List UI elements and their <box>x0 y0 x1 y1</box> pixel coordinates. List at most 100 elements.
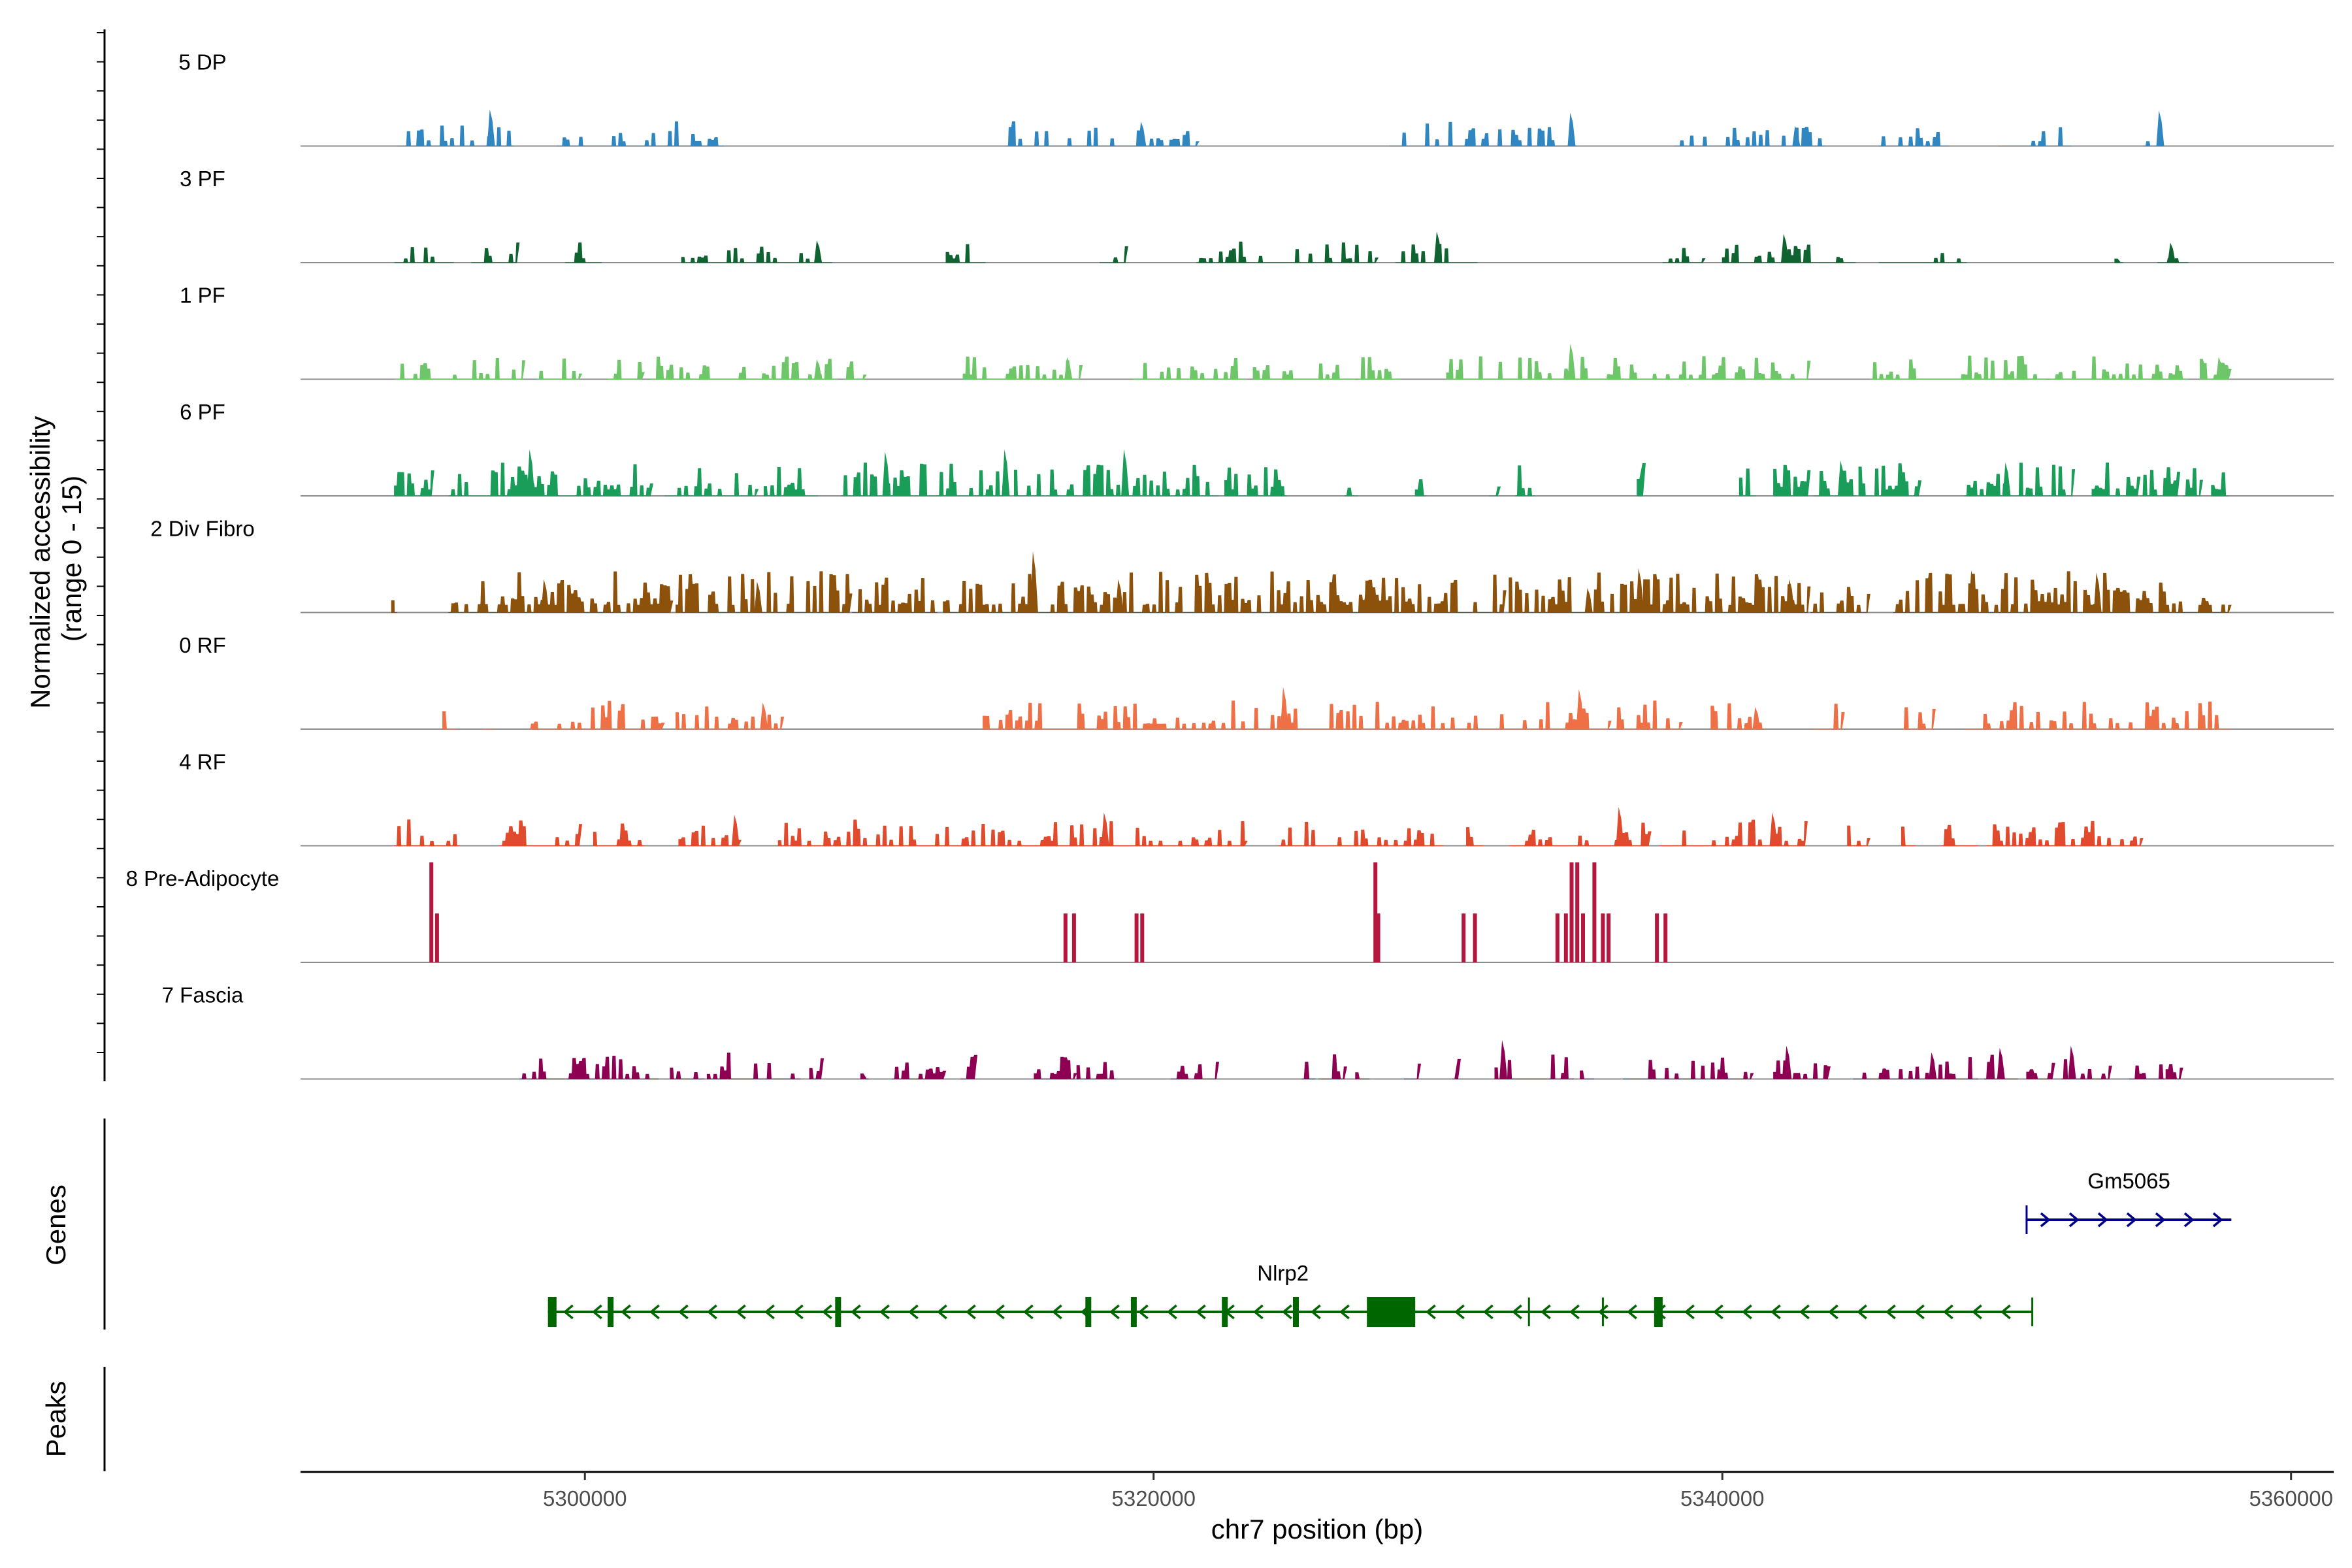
track-label: 7 Fascia <box>162 983 244 1007</box>
coverage-segment <box>1580 1070 1594 1079</box>
strand-arrow <box>1799 1304 1810 1320</box>
strand-arrow <box>1109 1304 1120 1320</box>
strand-arrow <box>1856 1304 1867 1320</box>
coverage-segment <box>1853 1057 1978 1079</box>
coverage-peak <box>1138 122 1147 146</box>
coverage-segment <box>2061 1059 2112 1079</box>
strand-arrow <box>2068 1212 2080 1228</box>
strand-arrow <box>2097 1212 2108 1228</box>
coverage-segment <box>391 600 397 613</box>
coverage-segment <box>1034 1056 1077 1079</box>
strand-arrow <box>1770 1304 1781 1320</box>
coverage-segment <box>1509 572 1811 613</box>
coverage-segment <box>1224 467 1287 497</box>
coverage-segment <box>962 356 1083 380</box>
exon <box>1222 1297 1228 1327</box>
track-7-fascia: 7 Fascia <box>162 983 2334 1080</box>
coverage-segment <box>528 700 665 730</box>
strand-arrow <box>1195 1304 1206 1320</box>
coverage-segment <box>763 466 818 497</box>
genes-panel: Genes Nlrp2 Gm5065 <box>41 1119 2232 1330</box>
coverage-segment <box>1252 363 1356 380</box>
coverage-segment <box>519 1055 659 1079</box>
coverage-segment <box>1964 463 2076 497</box>
track-2-div-fibro: 2 Div Fibro <box>150 516 2334 613</box>
coverage-bar <box>1555 913 1560 962</box>
coverage-peak <box>487 109 495 146</box>
coverage-peak <box>1752 707 1761 729</box>
coverage-segment <box>960 1054 978 1079</box>
coverage-segment <box>706 1053 801 1079</box>
gene-gm5065: Gm5065 <box>2025 1169 2232 1234</box>
strand-arrow <box>1281 1304 1292 1320</box>
track-0-rf: 0 RF <box>179 633 2334 730</box>
coverage-segment <box>397 125 514 146</box>
y-axis-title-line2: (range 0 - 15) <box>56 476 87 642</box>
coverage-peak <box>731 814 740 846</box>
coverage-segment <box>1514 465 1535 497</box>
coverage-segment <box>809 1058 825 1079</box>
coverage-peak <box>1838 460 1846 496</box>
coverage-bar <box>1140 913 1145 962</box>
track-4-rf: 4 RF <box>179 749 2334 847</box>
coverage-peak <box>1792 125 1801 146</box>
coverage-peak <box>2068 1045 2076 1079</box>
coverage-segment <box>1901 826 1916 846</box>
strand-arrow <box>1942 1304 1953 1320</box>
peaks-panel-label: Peaks <box>41 1381 71 1458</box>
coverage-segment <box>2114 258 2123 263</box>
coverage-peak <box>1576 689 1584 729</box>
x-tick-label: 5360000 <box>2249 1486 2332 1511</box>
strand-arrow <box>792 1304 804 1320</box>
strand-arrow <box>994 1304 1005 1320</box>
track-label: 1 PF <box>180 283 225 307</box>
coverage-bar <box>1462 913 1466 962</box>
exon <box>835 1297 841 1327</box>
coverage-segment <box>1847 825 1870 846</box>
coverage-segment <box>1014 465 1219 497</box>
coverage-segment <box>1005 121 1200 146</box>
strand-arrow <box>1712 1304 1723 1320</box>
coverage-segment <box>650 356 838 380</box>
track-3-pf: 3 PF <box>180 167 2334 263</box>
coverage-segment <box>1076 1062 1117 1079</box>
coverage-peak <box>1434 231 1442 263</box>
strand-arrow <box>1540 1304 1551 1320</box>
coverage-segment <box>2165 1064 2183 1079</box>
coverage-segment <box>841 463 1006 497</box>
coverage-peak <box>1030 551 1038 613</box>
track-1-pf: 1 PF <box>180 283 2334 380</box>
coverage-segment <box>608 359 645 380</box>
strand-arrow <box>1310 1304 1321 1320</box>
coverage-segment <box>442 711 457 730</box>
strand-arrow <box>1827 1304 1838 1320</box>
strand-arrow <box>1569 1304 1580 1320</box>
coverage-segment <box>1466 827 1484 846</box>
coverage-peak <box>1636 568 1644 613</box>
strand-arrow <box>850 1304 861 1320</box>
strand-arrow <box>1425 1304 1436 1320</box>
strand-arrow <box>2212 1212 2223 1228</box>
strand-arrow <box>735 1304 746 1320</box>
coverage-peak <box>814 240 823 263</box>
coverage-peak <box>2002 463 2011 496</box>
coverage-segment <box>1637 463 1646 497</box>
coverage-segment <box>892 1062 947 1079</box>
strand-arrow <box>1511 1304 1522 1320</box>
track-label: 3 PF <box>180 167 225 191</box>
gene-label: Nlrp2 <box>1257 1261 1309 1285</box>
coverage-segment <box>670 1068 704 1079</box>
coverage-segment <box>1358 357 1401 380</box>
coverage-segment <box>564 242 602 263</box>
strand-arrow <box>907 1304 919 1320</box>
x-axis: 5300000 5320000 5340000 5360000 <box>301 1471 2334 1511</box>
gene-label: Gm5065 <box>2087 1169 2170 1193</box>
coverage-segment <box>394 358 526 380</box>
coverage-bar <box>1473 913 1477 962</box>
track-label: 5 DP <box>178 50 226 74</box>
coverage-segment <box>678 825 742 846</box>
coverage-segment <box>852 578 938 613</box>
strand-arrow <box>620 1304 631 1320</box>
coverage-segment <box>2091 463 2141 497</box>
coverage-segment <box>1813 470 1856 497</box>
